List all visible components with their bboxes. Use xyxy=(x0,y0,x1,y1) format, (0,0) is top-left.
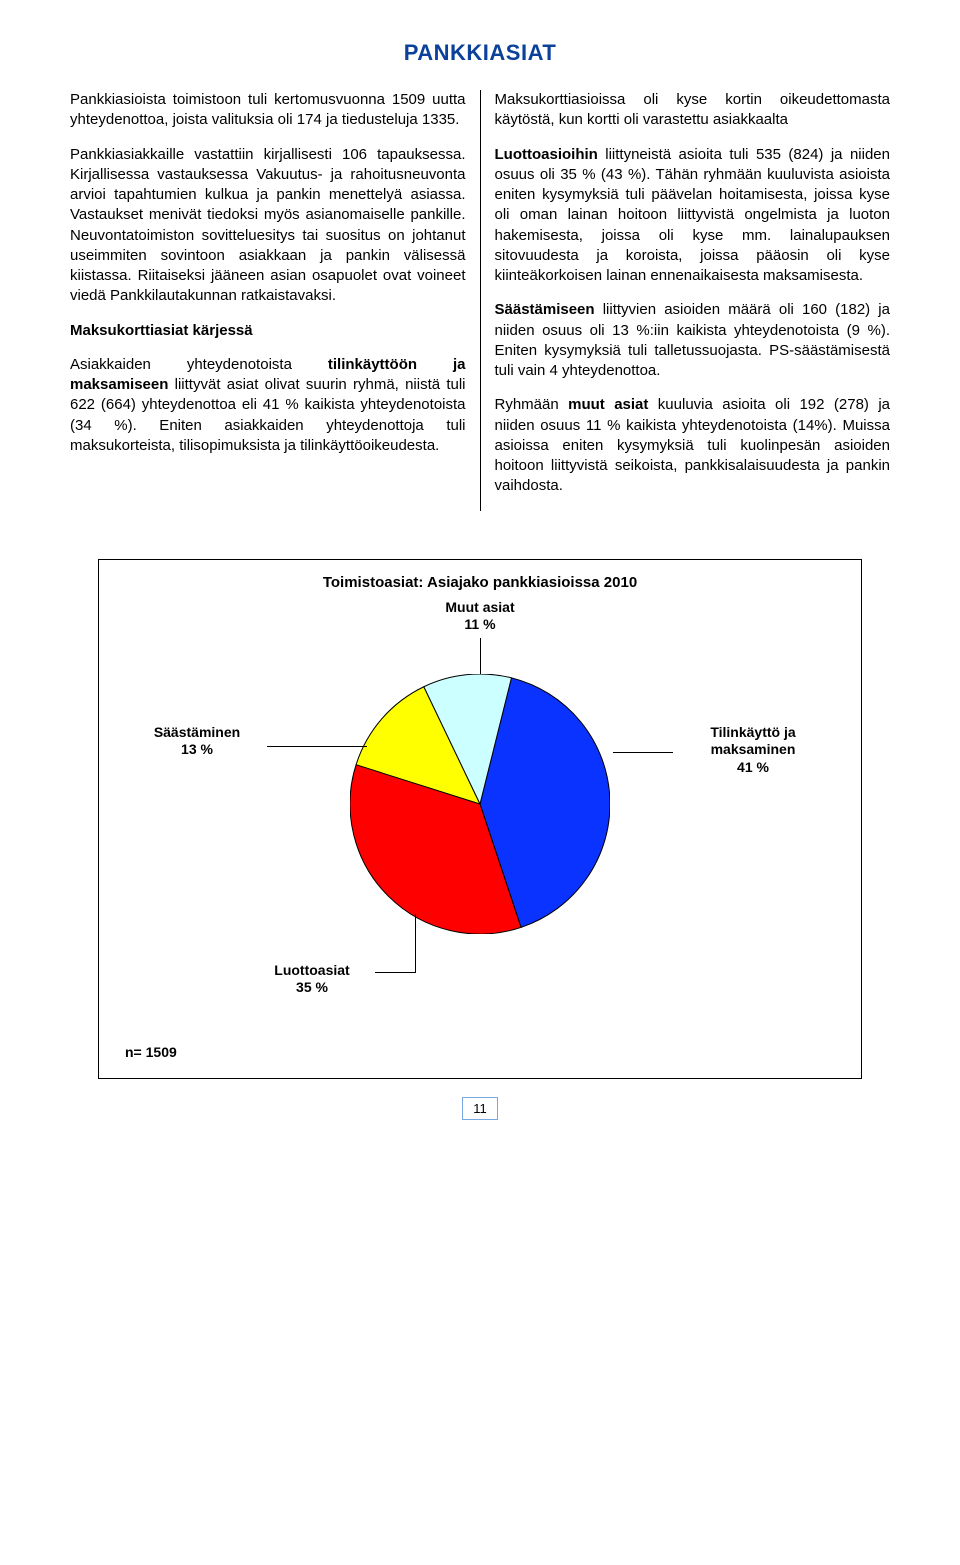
label-tilinkaytto-1: Tilinkäyttö ja xyxy=(710,724,795,740)
right-p3-bold: Säästämiseen xyxy=(495,301,595,318)
left-subheading: Maksukorttiasiat kärjessä xyxy=(70,321,466,341)
leader-bottom-h xyxy=(375,972,415,973)
left-p3: Asiakkaiden yhteydenotoista tilinkäyttöö… xyxy=(70,355,466,456)
right-p4-a: Ryhmään xyxy=(495,396,569,413)
page-root: PANKKIASIAT Pankkiasioista toimistoon tu… xyxy=(0,0,960,1140)
chart-title: Toimistoasiat: Asiajako pankkiasioissa 2… xyxy=(117,574,843,591)
leader-left xyxy=(267,746,367,747)
label-luottoasiat-1: Luottoasiat xyxy=(274,962,349,978)
page-number-wrap: 11 xyxy=(70,1097,890,1120)
left-column: Pankkiasioista toimistoon tuli kertomusv… xyxy=(70,90,481,511)
page-title: PANKKIASIAT xyxy=(70,40,890,66)
label-tilinkaytto: Tilinkäyttö ja maksaminen 41 % xyxy=(673,724,833,777)
right-p1: Maksukorttiasioissa oli kyse kortin oike… xyxy=(495,90,891,131)
chart-top-label-1: Muut asiat xyxy=(445,599,514,615)
label-luottoasiat-2: 35 % xyxy=(296,979,328,995)
left-p2: Pankkiasiakkaille vastattiin kirjallises… xyxy=(70,145,466,307)
leader-right xyxy=(613,752,673,753)
label-saastaminen: Säästäminen 13 % xyxy=(127,724,267,759)
label-tilinkaytto-3: 41 % xyxy=(737,759,769,775)
n-label: n= 1509 xyxy=(125,1044,177,1060)
leader-bottom-v xyxy=(415,914,416,973)
chart-inner: Toimistoasiat: Asiajako pankkiasioissa 2… xyxy=(117,574,843,1066)
chart-top-label: Muut asiat 11 % xyxy=(117,599,843,634)
right-column: Maksukorttiasioissa oli kyse kortin oike… xyxy=(481,90,891,511)
left-p3-a: Asiakkaiden yhteydenotoista xyxy=(70,356,328,373)
text-columns: Pankkiasioista toimistoon tuli kertomusv… xyxy=(70,90,890,511)
right-p2-b: liittyneistä asioita tuli 535 (824) ja n… xyxy=(495,146,891,285)
chart-container: Toimistoasiat: Asiajako pankkiasioissa 2… xyxy=(98,559,862,1079)
chart-top-label-2: 11 % xyxy=(464,616,495,632)
label-saastaminen-2: 13 % xyxy=(181,741,213,757)
right-p4-bold: muut asiat xyxy=(568,396,648,413)
left-p1: Pankkiasioista toimistoon tuli kertomusv… xyxy=(70,90,466,131)
right-p2: Luottoasioihin liittyneistä asioita tuli… xyxy=(495,145,891,287)
right-p3: Säästämiseen liittyvien asioiden määrä o… xyxy=(495,300,891,381)
pie-chart xyxy=(350,674,610,934)
right-p2-bold: Luottoasioihin xyxy=(495,146,598,163)
label-saastaminen-1: Säästäminen xyxy=(154,724,240,740)
page-number: 11 xyxy=(462,1097,498,1120)
right-p4: Ryhmään muut asiat kuuluvia asioita oli … xyxy=(495,395,891,496)
label-luottoasiat: Luottoasiat 35 % xyxy=(247,962,377,997)
label-tilinkaytto-2: maksaminen xyxy=(711,741,796,757)
